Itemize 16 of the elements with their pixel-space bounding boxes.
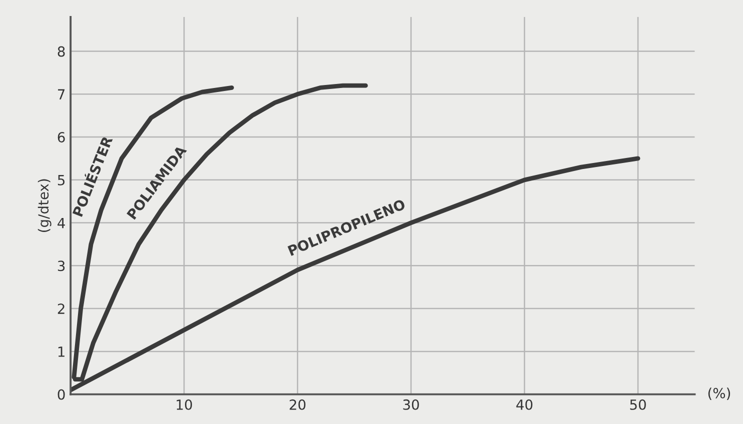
y-tick-label: 1 — [58, 346, 64, 357]
x-tick-label: 30 — [403, 399, 419, 410]
y-tick-label: 6 — [58, 132, 65, 143]
y-tick-label: 0 — [58, 389, 65, 400]
x-tick-label: 10 — [176, 399, 192, 410]
y-tick-label: 8 — [58, 46, 65, 57]
y-tick-label: 7 — [58, 89, 65, 100]
y-tick-label: 5 — [58, 175, 65, 186]
x-tick-label: 40 — [516, 399, 532, 410]
x-axis-title: (%) — [708, 388, 730, 400]
x-tick-label: 50 — [630, 399, 646, 410]
y-tick-label: 2 — [58, 304, 64, 314]
x-tick-label: 20 — [290, 399, 306, 410]
y-tick-label: 3 — [58, 260, 65, 272]
y-tick-label: 4 — [58, 218, 65, 228]
y-axis-title: (g/dtex) — [38, 179, 52, 232]
